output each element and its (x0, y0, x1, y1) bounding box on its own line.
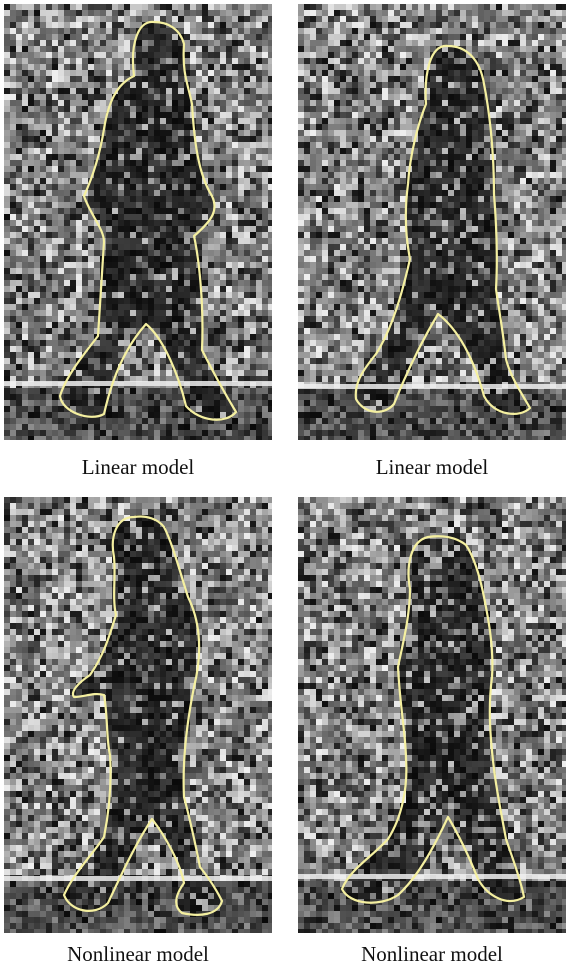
segmentation-image-linear-1 (4, 4, 272, 440)
noise-image (4, 497, 272, 933)
caption-linear-model-1: Linear model (81, 455, 195, 479)
silhouette-contour (354, 44, 532, 415)
segmentation-image-linear-2 (298, 4, 566, 440)
noise-image (298, 497, 566, 933)
silhouette-contour (58, 20, 238, 421)
caption-nonlinear-model-2: Nonlinear model (361, 942, 503, 966)
noise-image (4, 4, 272, 440)
ground-stripe (298, 384, 566, 389)
segmentation-image-nonlinear-2 (298, 497, 566, 933)
noise-image (298, 4, 566, 440)
segmentation-image-nonlinear-1 (4, 497, 272, 933)
ground-stripe (4, 381, 272, 386)
caption-nonlinear-model-1: Nonlinear model (67, 942, 209, 966)
silhouette-contour (340, 535, 526, 904)
silhouette-contour (62, 515, 224, 916)
caption-linear-model-2: Linear model (375, 455, 489, 479)
ground-stripe (4, 876, 272, 881)
ground-stripe (298, 874, 566, 879)
